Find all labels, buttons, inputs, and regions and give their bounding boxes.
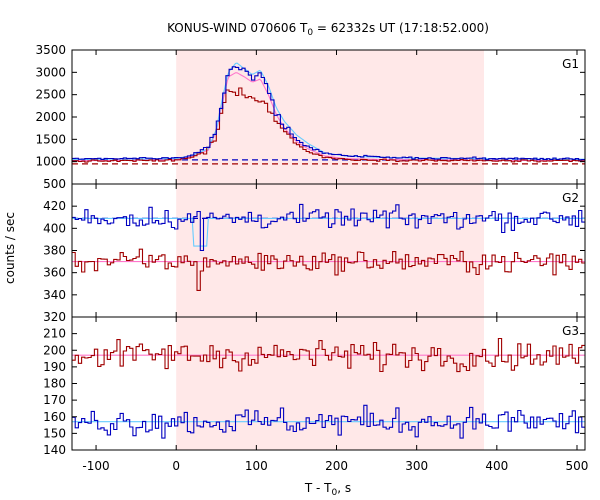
panel-g3-blue-histogram (72, 404, 585, 439)
y-tick-label: 200 (43, 343, 66, 357)
y-tick-label: 1000 (35, 155, 66, 169)
x-tick-label: 400 (485, 459, 508, 473)
y-tick-label: 170 (43, 393, 66, 407)
panel-g2-red-histogram (72, 248, 585, 291)
y-tick-label: 380 (43, 244, 66, 258)
y-tick-label: 150 (43, 426, 66, 440)
x-tick-label: 0 (172, 459, 180, 473)
plot-area: 500100015002000250030003500G132034036038… (35, 43, 588, 473)
panel-label-g1: G1 (562, 57, 579, 71)
panel-g1-red-histogram (72, 87, 585, 163)
y-axis-label: counts / sec (3, 212, 17, 284)
panel-g2-blue-histogram (72, 203, 585, 252)
y-tick-label: 360 (43, 266, 66, 280)
shaded-interval (176, 50, 485, 450)
x-tick-label: 200 (325, 459, 348, 473)
y-tick-label: 2500 (35, 88, 66, 102)
y-tick-label: 3000 (35, 65, 66, 79)
y-tick-label: 320 (43, 310, 66, 324)
chart-title: KONUS-WIND 070606 T0 = 62332s UT (17:18:… (167, 21, 489, 38)
y-tick-label: 500 (43, 177, 66, 191)
panel-g3-red-histogram (72, 337, 585, 373)
y-tick-label: 2000 (35, 110, 66, 124)
panel-label-g3: G3 (562, 324, 579, 338)
x-tick-label: -100 (82, 459, 109, 473)
y-tick-label: 420 (43, 199, 66, 213)
x-tick-label: 100 (245, 459, 268, 473)
y-tick-label: 400 (43, 221, 66, 235)
y-tick-label: 140 (43, 443, 66, 457)
y-tick-label: 340 (43, 288, 66, 302)
y-tick-label: 210 (43, 327, 66, 341)
panel-g1-blue-histogram (72, 66, 585, 161)
x-axis-label: T - T0, s (304, 481, 351, 498)
y-tick-label: 190 (43, 360, 66, 374)
panel-label-g2: G2 (562, 191, 579, 205)
x-tick-label: 300 (405, 459, 428, 473)
y-tick-label: 180 (43, 377, 66, 391)
y-tick-label: 3500 (35, 43, 66, 57)
x-tick-label: 500 (566, 459, 589, 473)
y-tick-label: 1500 (35, 132, 66, 146)
y-tick-label: 160 (43, 410, 66, 424)
